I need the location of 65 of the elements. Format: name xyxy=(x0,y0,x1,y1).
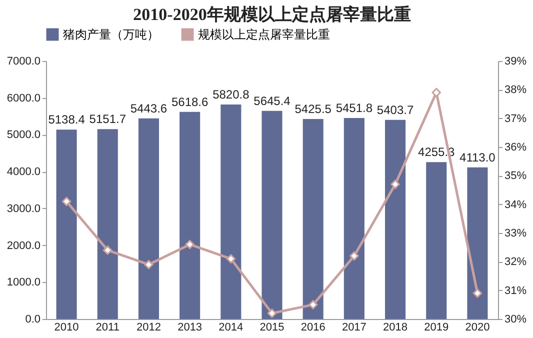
y2-tick-label: 32% xyxy=(504,256,527,268)
x-tick-label: 2015 xyxy=(260,322,284,334)
point xyxy=(267,308,277,318)
point xyxy=(472,288,482,298)
y2-tick-label: 31% xyxy=(504,284,527,297)
y-tick-label: 5000.0 xyxy=(6,129,40,142)
legend-label: 规模以上定点屠宰量比重 xyxy=(198,28,330,42)
y-tick-label: 7000.0 xyxy=(6,56,40,68)
point xyxy=(185,240,194,250)
bar xyxy=(426,162,447,319)
legend-label: 猪肉产量（万吨） xyxy=(63,28,159,42)
bar xyxy=(262,110,282,319)
point xyxy=(62,196,72,206)
x-tick-label: 2020 xyxy=(465,322,490,334)
chart-title: 2010-2020年规模以上定点屠宰量比重 xyxy=(133,5,411,24)
x-tick-label: 2017 xyxy=(342,322,366,334)
x-tick-label: 2011 xyxy=(96,322,120,334)
y-tick-label: 0.0 xyxy=(25,314,40,326)
point xyxy=(103,246,112,255)
x-tick-label: 2016 xyxy=(300,322,326,334)
y-tick-label: 3000.0 xyxy=(6,202,40,215)
bar xyxy=(138,118,159,319)
data-label: 5151.7 xyxy=(89,112,126,126)
y2-tick-label: 36% xyxy=(504,142,527,154)
x-tick-label: 2019 xyxy=(424,322,449,334)
bar xyxy=(302,119,324,319)
data-label: 5403.7 xyxy=(376,102,414,117)
bar xyxy=(97,129,118,319)
data-label: 5138.4 xyxy=(48,112,86,127)
data-label: 5451.8 xyxy=(336,101,373,116)
point xyxy=(390,180,400,189)
data-label: 5820.8 xyxy=(212,87,250,102)
y2-tick-label: 34% xyxy=(504,198,527,211)
x-tick-label: 2010 xyxy=(54,322,79,334)
y2-tick-label: 33% xyxy=(504,228,527,240)
y2-tick-label: 39% xyxy=(504,56,527,68)
data-label: 4113.0 xyxy=(460,150,496,164)
x-tick-label: 2014 xyxy=(218,322,244,334)
point xyxy=(350,251,359,261)
point xyxy=(308,300,318,310)
x-tick-label: 2012 xyxy=(136,322,161,334)
data-label: 5645.4 xyxy=(254,94,291,108)
y2-tick-label: 35% xyxy=(504,170,527,182)
data-label: 4255.3 xyxy=(418,145,456,160)
y-tick-label: 2000.0 xyxy=(6,240,40,252)
bar xyxy=(220,104,242,319)
data-label: 5618.6 xyxy=(171,94,208,109)
point xyxy=(144,260,154,270)
x-tick-label: 2018 xyxy=(383,322,408,334)
x-tick-label: 2013 xyxy=(178,322,202,334)
point xyxy=(226,254,236,264)
y-tick-label: 1000.0 xyxy=(6,276,40,289)
y2-tick-label: 37% xyxy=(504,112,527,125)
bar xyxy=(467,167,488,319)
bar xyxy=(344,118,364,319)
bar xyxy=(385,120,406,319)
point xyxy=(432,88,441,98)
y-tick-label: 4000.0 xyxy=(6,166,40,178)
data-label: 5425.5 xyxy=(294,102,332,116)
bar xyxy=(56,130,77,319)
y-tick-label: 6000.0 xyxy=(6,92,40,104)
y2-tick-label: 38% xyxy=(504,84,527,96)
y2-tick-label: 30% xyxy=(504,314,527,326)
bar xyxy=(180,112,200,319)
data-label: 5443.6 xyxy=(130,101,168,116)
